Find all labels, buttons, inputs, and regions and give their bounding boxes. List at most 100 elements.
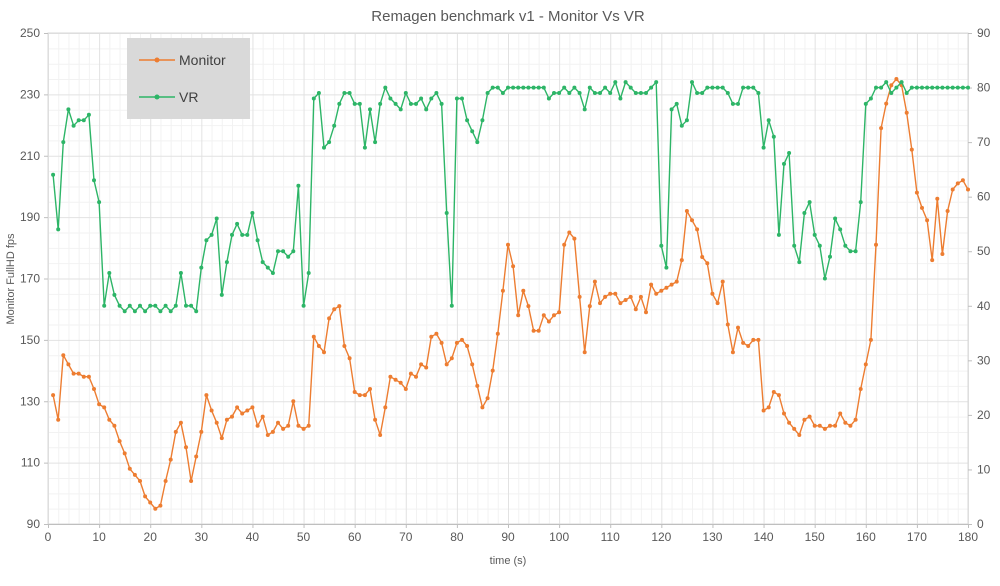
vr-marker (71, 123, 76, 128)
vr-marker (500, 91, 505, 95)
vr-marker (761, 145, 766, 150)
legend-label: VR (179, 88, 199, 105)
monitor-marker (690, 218, 694, 223)
vr-marker (61, 140, 66, 145)
monitor-marker (710, 291, 715, 296)
legend-entry-vr[interactable]: VR (127, 89, 250, 105)
monitor-marker (173, 429, 178, 434)
vr-marker (342, 91, 347, 95)
monitor-marker (199, 429, 204, 434)
monitor-marker (398, 380, 403, 385)
vr-marker (684, 118, 689, 123)
monitor-marker (373, 417, 378, 422)
vr-marker (403, 91, 408, 95)
vr-marker (429, 96, 434, 101)
vr-marker (470, 129, 475, 134)
monitor-marker (439, 340, 444, 345)
legend[interactable]: Monitor VR (127, 38, 250, 119)
left-axis-tick: 210 (20, 149, 40, 163)
monitor-marker (950, 187, 955, 192)
x-axis-tick: 160 (856, 530, 876, 544)
monitor-marker (383, 405, 388, 410)
monitor-marker (894, 77, 899, 81)
legend-marker-icon (139, 94, 175, 100)
left-axis-tick: 150 (20, 333, 40, 347)
vr-marker (638, 91, 643, 95)
monitor-marker (316, 344, 321, 348)
left-axis-tick: 230 (20, 87, 40, 101)
chart-title: Remagen benchmark v1 - Monitor Vs VR (371, 8, 645, 25)
vr-marker (608, 91, 613, 95)
monitor-marker (960, 178, 965, 183)
vr-marker (306, 271, 311, 275)
vr-marker (245, 232, 250, 237)
vr-marker (127, 303, 132, 308)
vr-marker (311, 96, 316, 101)
monitor-marker (429, 334, 434, 339)
monitor-marker (572, 236, 577, 241)
vr-marker (654, 80, 659, 85)
monitor-marker (86, 374, 91, 379)
vr-marker (168, 309, 173, 314)
vr-marker (598, 91, 602, 95)
vr-marker (66, 107, 71, 112)
monitor-marker (444, 362, 449, 367)
vr-marker (828, 254, 832, 259)
monitor-marker (592, 279, 597, 284)
monitor-marker (884, 101, 889, 106)
monitor-marker (848, 423, 853, 428)
x-axis-tick: 90 (501, 530, 515, 544)
vr-marker (224, 260, 229, 265)
vr-marker (480, 118, 485, 123)
legend-marker-icon (139, 57, 175, 63)
monitor-marker (741, 340, 746, 345)
vr-marker (86, 112, 91, 117)
right-axis-tick: 0 (977, 517, 984, 531)
vr-marker (741, 85, 746, 90)
monitor-marker (143, 494, 148, 499)
vr-marker (414, 101, 418, 106)
monitor-marker (838, 411, 843, 416)
vr-marker (567, 91, 572, 95)
monitor-marker (393, 377, 398, 382)
right-axis-tick: 50 (977, 244, 991, 258)
vr-marker (960, 85, 965, 90)
vr-marker (281, 249, 286, 254)
monitor-marker (552, 313, 556, 318)
vr-marker (56, 227, 61, 232)
legend-label: Monitor (179, 52, 226, 69)
legend-entry-monitor[interactable]: Monitor (127, 52, 250, 68)
monitor-marker (546, 319, 551, 324)
vr-marker (408, 101, 413, 106)
monitor-marker (92, 387, 96, 391)
vr-marker (807, 200, 812, 205)
monitor-marker (940, 252, 945, 256)
monitor-marker (403, 387, 408, 391)
vr-marker (822, 276, 827, 281)
monitor-marker (460, 337, 464, 342)
monitor-marker (720, 279, 725, 284)
vr-marker (475, 140, 480, 145)
right-axis-tick: 80 (977, 81, 991, 95)
vr-marker (899, 80, 904, 85)
vr-marker (219, 292, 224, 297)
monitor-marker (909, 147, 914, 152)
monitor-marker (311, 334, 316, 339)
monitor-marker (209, 408, 214, 413)
vr-marker (603, 85, 608, 90)
vr-marker (633, 91, 638, 95)
monitor-marker (766, 405, 771, 410)
vr-marker (802, 211, 807, 215)
monitor-marker (638, 294, 643, 299)
x-axis-tick: 150 (805, 530, 825, 544)
vr-marker (76, 118, 81, 123)
monitor-marker (536, 328, 541, 333)
monitor-marker (327, 316, 332, 321)
x-axis-title: time (s) (489, 555, 527, 567)
vr-marker (838, 227, 843, 232)
monitor-marker (322, 350, 326, 355)
monitor-marker (240, 411, 245, 416)
vr-marker (700, 91, 705, 95)
vr-marker (725, 91, 730, 95)
monitor-marker (470, 362, 475, 367)
